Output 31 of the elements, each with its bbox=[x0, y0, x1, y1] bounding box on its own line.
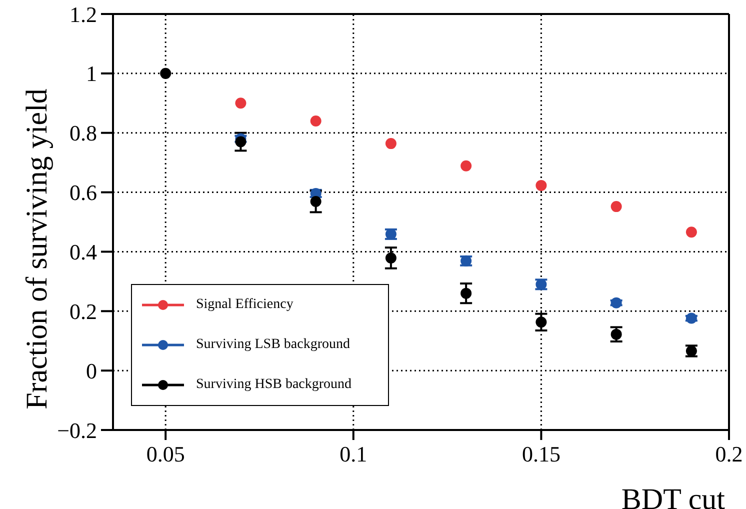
x-tick-label: 0.2 bbox=[715, 442, 743, 467]
legend-label: Surviving HSB background bbox=[196, 377, 352, 393]
legend-label: Signal Efficiency bbox=[196, 297, 294, 313]
point bbox=[235, 136, 246, 148]
y-tick-label: 0.2 bbox=[70, 298, 97, 324]
y-tick-label: 1 bbox=[86, 61, 97, 86]
y-tick-label: 1.2 bbox=[70, 2, 97, 27]
y-tick-label: 0 bbox=[86, 358, 97, 384]
point bbox=[235, 98, 246, 109]
point bbox=[160, 68, 172, 79]
y-tick-label: 0.4 bbox=[70, 240, 97, 265]
x-tick-label: 0.15 bbox=[522, 442, 560, 467]
point bbox=[385, 138, 396, 150]
legend-label: Surviving LSB background bbox=[196, 337, 350, 353]
x-axis-title: BDT cut bbox=[621, 483, 726, 509]
point bbox=[610, 201, 622, 212]
y-tick-label: 0.6 bbox=[70, 180, 97, 206]
y-axis-title: Fraction of surviving yield bbox=[20, 88, 54, 410]
y-tick-label: 0.8 bbox=[70, 120, 97, 146]
point bbox=[686, 226, 697, 238]
point bbox=[536, 316, 547, 328]
point bbox=[460, 160, 472, 172]
point bbox=[460, 288, 472, 299]
point bbox=[610, 328, 622, 340]
x-tick-label: 0.1 bbox=[340, 442, 368, 467]
point bbox=[310, 115, 322, 126]
point bbox=[536, 180, 547, 191]
y-tick-label: −0.2 bbox=[57, 418, 97, 443]
point bbox=[310, 196, 322, 207]
x-tick-label: 0.05 bbox=[146, 442, 185, 467]
point bbox=[385, 252, 396, 264]
